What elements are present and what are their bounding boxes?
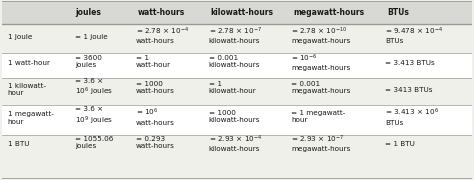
Bar — [2, 1, 472, 24]
Text: = 1 BTU: = 1 BTU — [385, 141, 415, 147]
Bar — [2, 78, 472, 105]
Text: = 3.6 ×
10$^{6}$ joules: = 3.6 × 10$^{6}$ joules — [75, 78, 113, 98]
Text: = 9.478 × 10$^{-4}$
BTUs: = 9.478 × 10$^{-4}$ BTUs — [385, 26, 443, 44]
Text: = 2.78 × 10$^{-4}$
watt-hours: = 2.78 × 10$^{-4}$ watt-hours — [136, 26, 189, 44]
Bar — [2, 105, 472, 135]
Text: megawatt-hours: megawatt-hours — [294, 8, 365, 17]
Text: = 10$^{6}$
watt-hours: = 10$^{6}$ watt-hours — [136, 107, 175, 126]
Text: 1 BTU: 1 BTU — [8, 141, 29, 147]
Text: = 1
kilowatt-hour: = 1 kilowatt-hour — [209, 81, 256, 94]
Text: BTUs: BTUs — [387, 8, 410, 17]
Text: = 2.78 × 10$^{-7}$
kilowatt-hours: = 2.78 × 10$^{-7}$ kilowatt-hours — [209, 26, 262, 44]
Text: joules: joules — [75, 8, 101, 17]
Text: = 2.78 × 10$^{-10}$
megawatt-hours: = 2.78 × 10$^{-10}$ megawatt-hours — [291, 26, 350, 44]
Bar — [2, 53, 472, 78]
Text: = 2.93 × 10$^{-4}$
kilowatt-hours: = 2.93 × 10$^{-4}$ kilowatt-hours — [209, 133, 263, 152]
Text: = 10$^{-6}$
megawatt-hours: = 10$^{-6}$ megawatt-hours — [291, 52, 350, 71]
Text: 1 kilowatt-
hour: 1 kilowatt- hour — [8, 83, 46, 96]
Text: = 3.413 × 10$^{6}$
BTUs: = 3.413 × 10$^{6}$ BTUs — [385, 107, 439, 126]
Text: = 3600
joules: = 3600 joules — [75, 55, 102, 68]
Text: = 3.6 ×
10$^{9}$ joules: = 3.6 × 10$^{9}$ joules — [75, 106, 113, 127]
Text: = 0.001
kilowatt-hours: = 0.001 kilowatt-hours — [209, 55, 260, 68]
Text: = 1 joule: = 1 joule — [75, 33, 108, 40]
Bar — [2, 135, 472, 158]
Text: kilowatt-hours: kilowatt-hours — [211, 8, 273, 17]
Text: 1 megawatt-
hour: 1 megawatt- hour — [8, 111, 54, 125]
Text: = 1000
watt-hours: = 1000 watt-hours — [136, 81, 175, 94]
Text: = 1055.06
joules: = 1055.06 joules — [75, 136, 113, 149]
Text: 1 joule: 1 joule — [8, 33, 32, 40]
Bar — [2, 24, 472, 53]
Text: watt-hours: watt-hours — [137, 8, 184, 17]
Text: = 0.001
megawatt-hours: = 0.001 megawatt-hours — [291, 81, 350, 94]
Text: = 2.93 × 10$^{-7}$
megawatt-hours: = 2.93 × 10$^{-7}$ megawatt-hours — [291, 133, 350, 152]
Text: = 3413 BTUs: = 3413 BTUs — [385, 87, 432, 93]
Text: 1 watt-hour: 1 watt-hour — [8, 60, 50, 66]
Text: = 0.293
watt-hours: = 0.293 watt-hours — [136, 136, 175, 149]
Text: = 3.413 BTUs: = 3.413 BTUs — [385, 60, 435, 66]
Text: = 1
watt-hour: = 1 watt-hour — [136, 55, 171, 68]
Text: = 1000
kilowatt-hours: = 1000 kilowatt-hours — [209, 110, 260, 123]
Text: = 1 megawatt-
hour: = 1 megawatt- hour — [291, 110, 346, 123]
